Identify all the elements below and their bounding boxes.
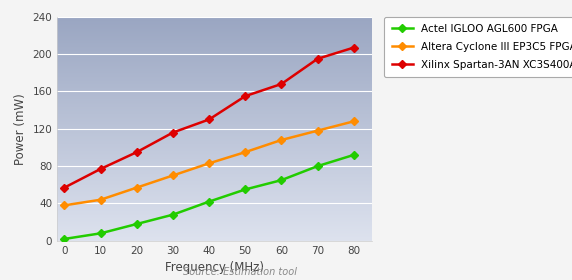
Actel IGLOO AGL600 FPGA <box>242 188 249 191</box>
Xilinx Spartan-3AN XC3S400AN FPGA <box>314 57 321 60</box>
Actel IGLOO AGL600 FPGA <box>206 200 213 203</box>
Actel IGLOO AGL600 FPGA <box>350 153 357 157</box>
Xilinx Spartan-3AN XC3S400AN FPGA <box>350 46 357 49</box>
Xilinx Spartan-3AN XC3S400AN FPGA <box>206 118 213 121</box>
Xilinx Spartan-3AN XC3S400AN FPGA <box>133 150 140 154</box>
Text: Source: Estimation tool: Source: Estimation tool <box>183 267 297 277</box>
Altera Cyclone III EP3C5 FPGA <box>133 186 140 189</box>
Xilinx Spartan-3AN XC3S400AN FPGA <box>242 94 249 98</box>
Altera Cyclone III EP3C5 FPGA <box>242 150 249 154</box>
Xilinx Spartan-3AN XC3S400AN FPGA <box>169 131 176 134</box>
Altera Cyclone III EP3C5 FPGA <box>350 120 357 123</box>
Legend: Actel IGLOO AGL600 FPGA, Altera Cyclone III EP3C5 FPGA, Xilinx Spartan-3AN XC3S4: Actel IGLOO AGL600 FPGA, Altera Cyclone … <box>384 17 572 77</box>
Actel IGLOO AGL600 FPGA <box>169 213 176 216</box>
Line: Xilinx Spartan-3AN XC3S400AN FPGA: Xilinx Spartan-3AN XC3S400AN FPGA <box>62 45 356 190</box>
Y-axis label: Power (mW): Power (mW) <box>14 93 27 165</box>
Xilinx Spartan-3AN XC3S400AN FPGA <box>61 186 68 189</box>
Altera Cyclone III EP3C5 FPGA <box>97 198 104 201</box>
Altera Cyclone III EP3C5 FPGA <box>61 204 68 207</box>
Actel IGLOO AGL600 FPGA <box>133 222 140 226</box>
Actel IGLOO AGL600 FPGA <box>61 237 68 241</box>
Line: Altera Cyclone III EP3C5 FPGA: Altera Cyclone III EP3C5 FPGA <box>62 118 356 208</box>
Actel IGLOO AGL600 FPGA <box>278 178 285 182</box>
Altera Cyclone III EP3C5 FPGA <box>278 138 285 142</box>
Actel IGLOO AGL600 FPGA <box>97 232 104 235</box>
X-axis label: Frequency (MHz): Frequency (MHz) <box>165 261 264 274</box>
Xilinx Spartan-3AN XC3S400AN FPGA <box>278 82 285 86</box>
Altera Cyclone III EP3C5 FPGA <box>169 174 176 177</box>
Xilinx Spartan-3AN XC3S400AN FPGA <box>97 167 104 171</box>
Altera Cyclone III EP3C5 FPGA <box>206 162 213 165</box>
Line: Actel IGLOO AGL600 FPGA: Actel IGLOO AGL600 FPGA <box>62 152 356 242</box>
Actel IGLOO AGL600 FPGA <box>314 164 321 168</box>
Altera Cyclone III EP3C5 FPGA <box>314 129 321 132</box>
